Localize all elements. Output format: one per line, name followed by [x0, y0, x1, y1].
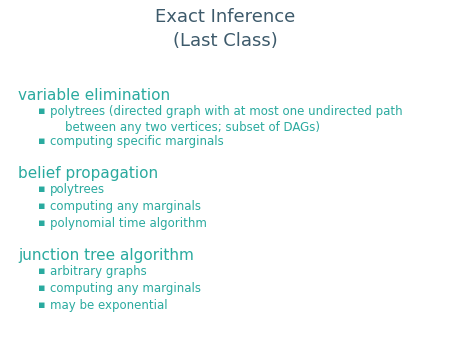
Text: polynomial time algorithm: polynomial time algorithm [50, 217, 207, 230]
Text: polytrees (directed graph with at most one undirected path
    between any two v: polytrees (directed graph with at most o… [50, 105, 403, 134]
Text: Exact Inference
(Last Class): Exact Inference (Last Class) [155, 8, 295, 50]
Text: ▪: ▪ [38, 283, 45, 293]
Text: variable elimination: variable elimination [18, 88, 170, 103]
Text: junction tree algorithm: junction tree algorithm [18, 248, 194, 263]
Text: polytrees: polytrees [50, 183, 105, 196]
Text: ▪: ▪ [38, 266, 45, 276]
Text: ▪: ▪ [38, 300, 45, 310]
Text: computing specific marginals: computing specific marginals [50, 135, 224, 148]
Text: computing any marginals: computing any marginals [50, 282, 201, 295]
Text: computing any marginals: computing any marginals [50, 200, 201, 213]
Text: may be exponential: may be exponential [50, 299, 167, 312]
Text: ▪: ▪ [38, 184, 45, 194]
Text: ▪: ▪ [38, 201, 45, 211]
Text: ▪: ▪ [38, 136, 45, 146]
Text: ▪: ▪ [38, 218, 45, 228]
Text: ▪: ▪ [38, 106, 45, 116]
Text: arbitrary graphs: arbitrary graphs [50, 265, 147, 278]
Text: belief propagation: belief propagation [18, 166, 158, 181]
